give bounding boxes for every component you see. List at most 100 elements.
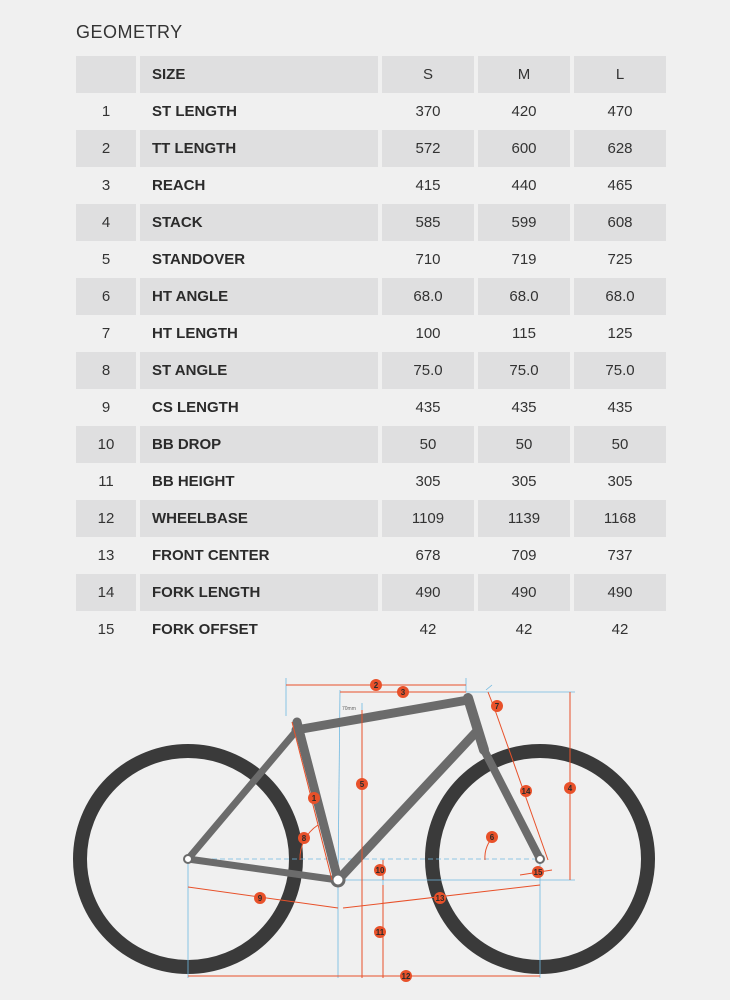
table-header-row: SIZE S M L (76, 56, 666, 93)
row-value-l: 628 (574, 130, 666, 167)
row-name: CS LENGTH (152, 399, 239, 416)
row-name: WHEELBASE (140, 500, 378, 537)
svg-text:12: 12 (402, 972, 411, 981)
badge-3: 3 (397, 686, 409, 698)
table-row: 4 STACK 585 599 608 (76, 204, 666, 241)
badge-8: 8 (298, 832, 310, 844)
row-value-l: 42 (611, 621, 629, 638)
row-value-l: 435 (607, 399, 633, 416)
svg-text:2: 2 (374, 681, 379, 690)
table-row: 9 CS LENGTH 435 435 435 (76, 389, 666, 426)
row-value-s: 490 (382, 574, 474, 611)
row-index: 14 (76, 574, 136, 611)
row-index: 4 (76, 204, 136, 241)
badge-2: 2 (370, 679, 382, 691)
row-value-l: 470 (607, 103, 633, 120)
table-row: 13 FRONT CENTER 678 709 737 (76, 537, 666, 574)
standover-offset-label: 70mm (342, 706, 356, 712)
row-name: STACK (140, 204, 378, 241)
badge-10: 10 (374, 864, 386, 876)
row-value-l: 50 (574, 426, 666, 463)
row-name: BB HEIGHT (152, 473, 235, 490)
header-size-m: M (478, 56, 570, 93)
row-index: 5 (101, 251, 111, 268)
row-value-l: 737 (607, 547, 633, 564)
table-row: 5 STANDOVER 710 719 725 (76, 241, 666, 278)
header-size-s: S (382, 56, 474, 93)
row-index: 7 (101, 325, 111, 342)
svg-text:5: 5 (360, 780, 365, 789)
table-body: 1 ST LENGTH 370 420 470 2 TT LENGTH 572 600 628 3 R… (76, 93, 666, 648)
row-value-l: 725 (607, 251, 633, 268)
svg-text:7: 7 (495, 702, 500, 711)
row-name: REACH (152, 177, 206, 194)
badge-15: 15 (532, 866, 544, 878)
row-index: 12 (76, 500, 136, 537)
row-value-m: 599 (478, 204, 570, 241)
badge-11: 11 (374, 926, 386, 938)
row-value-l: 75.0 (574, 352, 666, 389)
row-value-s: 68.0 (382, 278, 474, 315)
svg-text:15: 15 (534, 868, 543, 877)
row-name: HT LENGTH (152, 325, 238, 342)
row-value-l: 68.0 (574, 278, 666, 315)
svg-text:1: 1 (312, 794, 317, 803)
row-value-m: 600 (478, 130, 570, 167)
table-row: 2 TT LENGTH 572 600 628 (76, 130, 666, 167)
row-value-s: 585 (382, 204, 474, 241)
row-value-m: 42 (515, 621, 533, 638)
row-value-s: 100 (415, 325, 441, 342)
row-name: TT LENGTH (140, 130, 378, 167)
svg-text:8: 8 (302, 834, 307, 843)
row-value-s: 435 (415, 399, 441, 416)
row-value-l: 490 (574, 574, 666, 611)
svg-text:13: 13 (436, 894, 445, 903)
row-value-s: 1109 (382, 500, 474, 537)
row-index: 8 (76, 352, 136, 389)
table-row: 11 BB HEIGHT 305 305 305 (76, 463, 666, 500)
row-value-s: 305 (415, 473, 441, 490)
svg-text:9: 9 (258, 894, 263, 903)
row-value-m: 440 (511, 177, 537, 194)
row-index: 2 (76, 130, 136, 167)
badge-1: 1 (308, 792, 320, 804)
row-name: BB DROP (140, 426, 378, 463)
row-index: 1 (101, 103, 111, 120)
row-value-m: 68.0 (478, 278, 570, 315)
row-value-l: 608 (574, 204, 666, 241)
row-value-m: 115 (512, 325, 536, 342)
row-value-s: 678 (415, 547, 441, 564)
header-size-l: L (574, 56, 666, 93)
row-value-m: 1139 (478, 500, 570, 537)
svg-text:6: 6 (490, 833, 495, 842)
table-row: 15 FORK OFFSET 42 42 42 (76, 611, 666, 648)
badge-5: 5 (356, 778, 368, 790)
table-row: 10 BB DROP 50 50 50 (76, 426, 666, 463)
row-value-s: 75.0 (382, 352, 474, 389)
badge-4: 4 (564, 782, 576, 794)
svg-text:3: 3 (401, 688, 406, 697)
badge-14: 14 (520, 785, 532, 797)
row-value-s: 415 (415, 177, 441, 194)
svg-text:11: 11 (376, 928, 385, 937)
row-name: ST ANGLE (140, 352, 378, 389)
row-name: FORK OFFSET (152, 621, 258, 638)
badge-12: 12 (400, 970, 412, 982)
table-row: 14 FORK LENGTH 490 490 490 (76, 574, 666, 611)
row-index: 15 (97, 621, 115, 638)
table-row: 1 ST LENGTH 370 420 470 (76, 93, 666, 130)
row-value-s: 572 (382, 130, 474, 167)
front-axle (535, 854, 545, 864)
row-name: STANDOVER (152, 251, 246, 268)
badge-13: 13 (434, 892, 446, 904)
row-value-l: 125 (607, 325, 633, 342)
row-value-m: 305 (511, 473, 537, 490)
geometry-table: SIZE S M L 1 ST LENGTH 370 420 470 2 TT LENGTH… (72, 56, 670, 648)
header-size-label: SIZE (140, 56, 378, 93)
row-name: ST LENGTH (152, 103, 237, 120)
badge-7: 7 (491, 700, 503, 712)
bottom-bracket (330, 872, 346, 888)
page-title: GEOMETRY (76, 22, 183, 42)
row-value-l: 1168 (574, 500, 666, 537)
row-index: 10 (76, 426, 136, 463)
